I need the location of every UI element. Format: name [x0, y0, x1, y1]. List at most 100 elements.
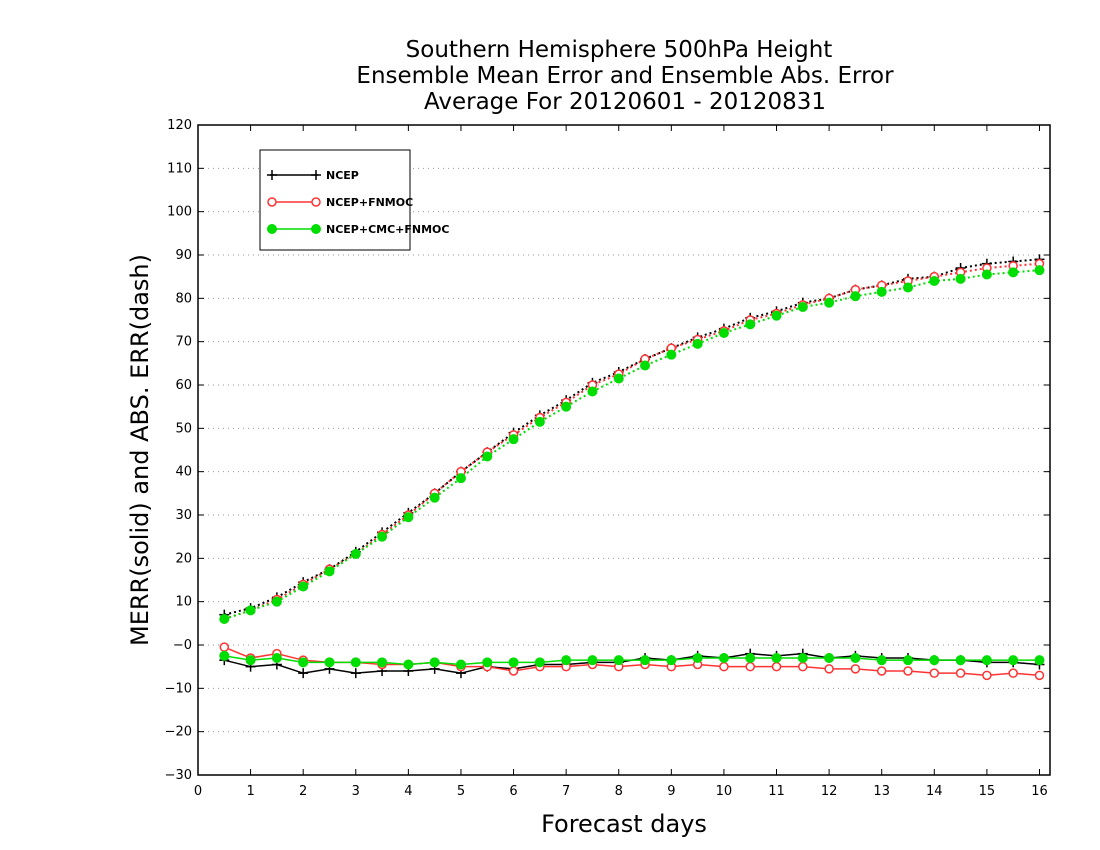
merr-point [219, 642, 230, 652]
merr-point [350, 668, 361, 679]
y-tick-label: 20 [175, 551, 192, 566]
abserr-line [223, 262, 1040, 620]
abserr-point [219, 614, 230, 624]
merr-point [429, 657, 440, 668]
merr-point [718, 653, 729, 663]
abserr-point [824, 297, 835, 308]
merr-point [455, 659, 466, 670]
abserr-point [850, 291, 861, 302]
merr-point [824, 664, 834, 674]
abserr-point [692, 338, 703, 349]
y-tick-label: −0 [173, 638, 192, 653]
merr-point [745, 653, 756, 663]
legend-label: NCEP [326, 169, 359, 182]
legend-marker [311, 197, 321, 207]
x-tick-label: 2 [299, 784, 307, 799]
merr-point [955, 668, 966, 678]
merr-point [324, 657, 335, 668]
merr-point [876, 666, 887, 676]
x-tick-label: 12 [821, 784, 838, 799]
merr-point [219, 650, 230, 661]
y-axis-title: MERR(solid) and ABS. ERR(dash) [126, 254, 154, 646]
merr-point [1034, 670, 1045, 681]
merr-point [850, 653, 861, 663]
merr-point [955, 655, 966, 666]
merr-point [903, 655, 913, 666]
y-tick-label: 60 [175, 378, 192, 393]
legend-marker [311, 224, 321, 234]
abserr-point [587, 386, 598, 397]
merr-point [640, 655, 651, 666]
abserr-point [377, 531, 388, 542]
x-tick-label: 5 [457, 784, 465, 799]
legend-marker [311, 170, 321, 180]
series-ncep [219, 254, 1045, 679]
plot-frame [197, 124, 1051, 776]
abserr-point [455, 473, 466, 484]
y-tick-label: −10 [165, 681, 192, 696]
x-tick-label: 15 [979, 784, 996, 799]
abserr-point [534, 416, 545, 427]
abserr-point [1008, 267, 1019, 278]
merr-point [1008, 668, 1018, 678]
merr-point [1034, 655, 1045, 666]
merr-point [982, 670, 992, 681]
y-tick-label: −20 [165, 725, 192, 740]
series-group [219, 254, 1045, 681]
abserr-point [797, 302, 808, 312]
abserr-point [271, 596, 282, 607]
x-tick-label: 13 [873, 784, 890, 799]
y-tick-label: 40 [175, 465, 192, 480]
legend-label: NCEP+FNMOC [326, 196, 413, 209]
abserr-point [666, 349, 677, 360]
abserr-point [1034, 265, 1045, 276]
y-tick-label: 110 [167, 161, 192, 176]
abserr-point [718, 328, 729, 338]
abserr-point [955, 273, 966, 284]
y-tick-label: 80 [175, 291, 192, 306]
merr-point [797, 653, 808, 663]
abserr-point [298, 581, 309, 592]
legend: NCEP NCEP+FNMOC NCEP+CMC+FNMOC [259, 149, 449, 251]
x-tick-label: 0 [194, 784, 202, 799]
series-ncep-cmc-fnmoc [219, 265, 1045, 670]
merr-point [929, 655, 940, 666]
x-tick-label: 4 [404, 784, 412, 799]
merr-point [692, 653, 703, 663]
legend-item: NCEP+CMC+FNMOC [267, 223, 449, 236]
x-tick-label: 7 [562, 784, 570, 799]
y-tick-label: 90 [175, 248, 192, 263]
y-tick-label: 70 [175, 335, 192, 350]
merr-point [981, 655, 992, 666]
merr-point [876, 655, 887, 666]
merr-line [224, 655, 1040, 666]
abserr-point [613, 373, 624, 384]
y-tick-label: −30 [165, 768, 192, 783]
merr-point [824, 653, 835, 663]
x-tick-label: 8 [615, 784, 623, 799]
merr-point [929, 668, 940, 678]
merr-point [587, 655, 598, 666]
abserr-point [245, 605, 256, 616]
legend-item: NCEP+FNMOC [267, 196, 413, 209]
merr-point [561, 655, 572, 666]
y-tick-label: 120 [167, 118, 192, 133]
abserr-point [771, 310, 782, 321]
abserr-point [508, 434, 519, 445]
abserr-point [429, 492, 440, 503]
abserr-point [403, 512, 414, 523]
abserr-point [903, 282, 913, 293]
legend-item: NCEP [267, 169, 359, 182]
merr-point [298, 668, 309, 679]
merr-point [745, 661, 755, 672]
y-tick-label: 10 [175, 595, 192, 610]
merr-point [850, 664, 861, 674]
legend-marker [267, 197, 277, 207]
merr-point [508, 666, 519, 676]
legend-marker [267, 224, 277, 234]
y-tick-label: 30 [175, 508, 192, 523]
merr-point [350, 657, 361, 668]
merr-point [798, 661, 808, 672]
